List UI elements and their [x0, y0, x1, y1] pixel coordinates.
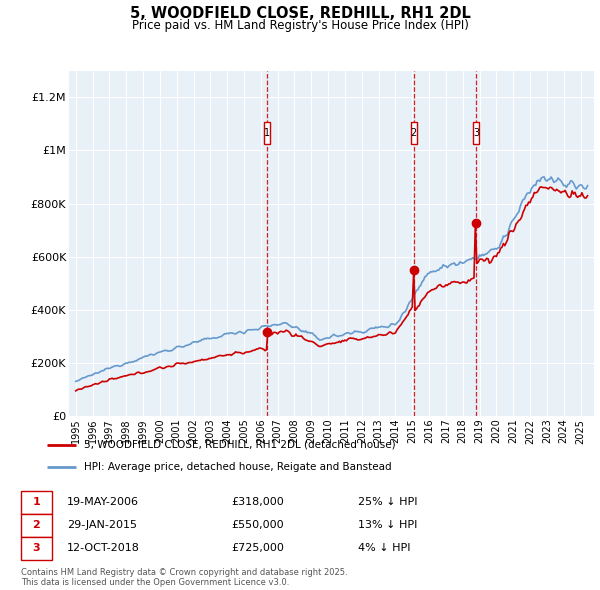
- Text: 2: 2: [410, 128, 417, 138]
- Text: 3: 3: [473, 128, 479, 138]
- Text: 1: 1: [264, 128, 270, 138]
- Text: £550,000: £550,000: [231, 520, 284, 530]
- Text: 25% ↓ HPI: 25% ↓ HPI: [358, 497, 417, 507]
- FancyBboxPatch shape: [264, 122, 270, 144]
- Text: 4% ↓ HPI: 4% ↓ HPI: [358, 543, 410, 553]
- Text: 12-OCT-2018: 12-OCT-2018: [67, 543, 140, 553]
- Text: £318,000: £318,000: [231, 497, 284, 507]
- Text: HPI: Average price, detached house, Reigate and Banstead: HPI: Average price, detached house, Reig…: [83, 463, 391, 473]
- Text: 5, WOODFIELD CLOSE, REDHILL, RH1 2DL: 5, WOODFIELD CLOSE, REDHILL, RH1 2DL: [130, 6, 470, 21]
- Text: 13% ↓ HPI: 13% ↓ HPI: [358, 520, 417, 530]
- FancyBboxPatch shape: [20, 491, 52, 513]
- FancyBboxPatch shape: [20, 537, 52, 559]
- Text: 2: 2: [32, 520, 40, 530]
- Text: 5, WOODFIELD CLOSE, REDHILL, RH1 2DL (detached house): 5, WOODFIELD CLOSE, REDHILL, RH1 2DL (de…: [83, 440, 395, 450]
- FancyBboxPatch shape: [410, 122, 416, 144]
- Text: 1: 1: [32, 497, 40, 507]
- Text: This data is licensed under the Open Government Licence v3.0.: This data is licensed under the Open Gov…: [21, 578, 289, 587]
- FancyBboxPatch shape: [473, 122, 479, 144]
- Text: 3: 3: [32, 543, 40, 553]
- Text: 29-JAN-2015: 29-JAN-2015: [67, 520, 137, 530]
- FancyBboxPatch shape: [20, 513, 52, 537]
- Text: £725,000: £725,000: [231, 543, 284, 553]
- Text: 19-MAY-2006: 19-MAY-2006: [67, 497, 139, 507]
- Text: Contains HM Land Registry data © Crown copyright and database right 2025.: Contains HM Land Registry data © Crown c…: [21, 568, 347, 576]
- Text: Price paid vs. HM Land Registry's House Price Index (HPI): Price paid vs. HM Land Registry's House …: [131, 19, 469, 32]
